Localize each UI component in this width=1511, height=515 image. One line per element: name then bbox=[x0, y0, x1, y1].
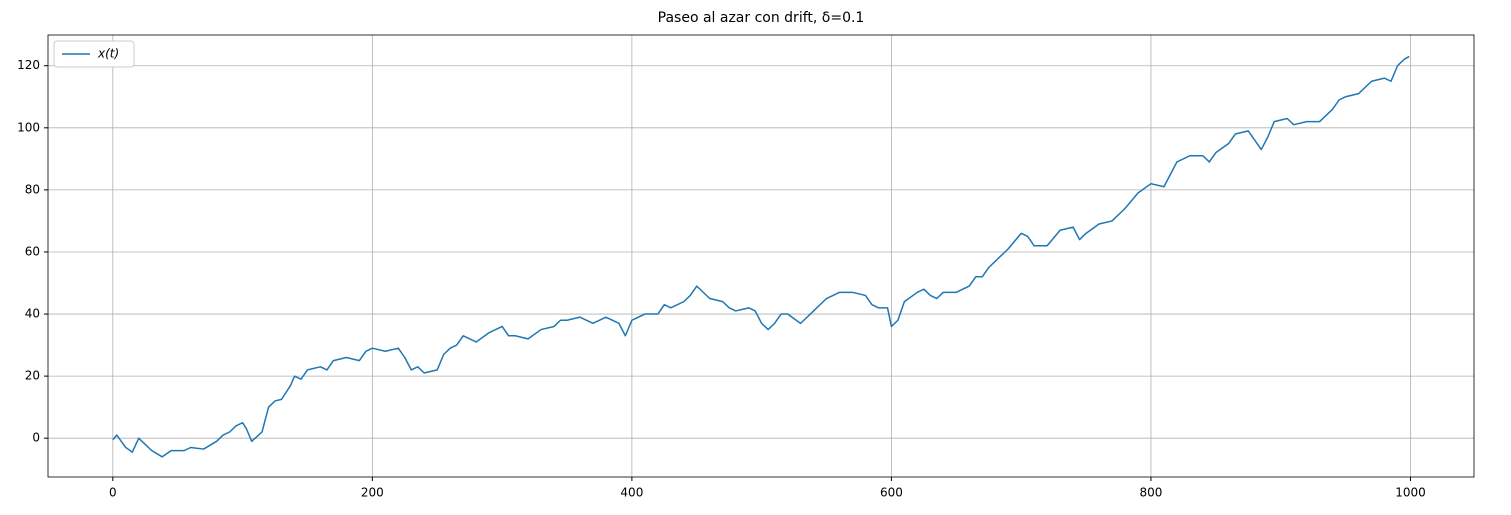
x-tick-label: 400 bbox=[620, 486, 643, 500]
legend-box bbox=[53, 40, 135, 68]
y-tick-label: 60 bbox=[25, 244, 40, 258]
y-tick-label: 20 bbox=[25, 369, 40, 383]
plot-frame bbox=[47, 34, 1475, 478]
chart-title: Paseo al azar con drift, δ=0.1 bbox=[658, 10, 865, 26]
x-tick-label: 600 bbox=[880, 486, 903, 500]
x-tick-label: 800 bbox=[1139, 486, 1162, 500]
line bbox=[112, 55, 1410, 458]
legend-label: x(t) bbox=[97, 47, 119, 61]
y-tick-label: 100 bbox=[17, 120, 40, 134]
x-tick-label: 1000 bbox=[1395, 486, 1426, 500]
y-tick-label: 120 bbox=[17, 58, 40, 72]
x-tick-label: 200 bbox=[361, 486, 384, 500]
y-tick-label: 80 bbox=[25, 182, 40, 196]
y-tick-label: 40 bbox=[25, 307, 40, 321]
x-tick-label: 0 bbox=[109, 486, 117, 500]
y-tick-label: 0 bbox=[32, 431, 40, 445]
